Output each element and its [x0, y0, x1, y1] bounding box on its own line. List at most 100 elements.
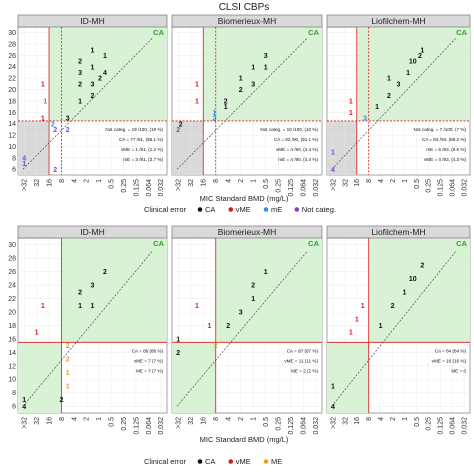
y-tick-label: 8: [12, 155, 16, 162]
data-point: 1: [195, 99, 199, 106]
ca-zone-susceptible: [61, 238, 168, 343]
y-tick-label: 6: [12, 404, 16, 411]
x-tick-label: 0.064: [450, 179, 457, 197]
legend-label: vME: [236, 457, 251, 466]
y-tick-label: 28: [8, 41, 16, 48]
x-tick-label: 1: [251, 179, 258, 183]
x-tick-label: >32: [176, 179, 183, 191]
x-tick-label: 0.125: [133, 417, 140, 435]
x-tick-label: 0.125: [288, 179, 295, 197]
data-point: 1: [41, 116, 45, 123]
x-tick-label: >32: [330, 179, 337, 191]
data-point: 1: [22, 397, 26, 404]
x-tick-label: 0.25: [426, 417, 433, 431]
y-tick-label: 16: [8, 336, 16, 343]
x-tick-label: 32: [188, 179, 195, 187]
y-tick-label: 12: [8, 363, 16, 370]
legend-swatch: [263, 207, 269, 212]
x-tick-label: 0.5: [263, 417, 270, 427]
ca-zone-susceptible: [356, 27, 470, 121]
stat-line: mE = 4 /90, (4.4 %): [278, 157, 318, 162]
legend-swatch: [197, 207, 203, 212]
data-point: 1: [66, 384, 70, 391]
stat-line: mE = 3 /81, (3.7 %): [123, 157, 163, 162]
x-tick-label: 32: [34, 179, 41, 187]
trend-line: [176, 251, 308, 407]
stat-line: ME = 2 (2 %): [291, 368, 318, 373]
y-tick-label: 30: [8, 30, 16, 37]
x-tick-label: 16: [201, 417, 208, 425]
data-point: 2: [78, 59, 82, 66]
data-point: 1: [91, 47, 95, 54]
y-tick-label: 18: [8, 98, 16, 105]
y-tick-label: 28: [8, 256, 16, 263]
data-point: 3: [78, 70, 82, 77]
data-point: 1: [355, 316, 359, 323]
data-point: 1: [361, 303, 365, 310]
x-tick-label: 8: [59, 179, 66, 183]
x-tick-label: 0.064: [146, 417, 153, 435]
legend-label: mE: [271, 205, 282, 214]
x-tick-label: 4: [71, 179, 78, 183]
data-point: 1: [43, 99, 47, 106]
ca-zone-susceptible: [368, 238, 470, 343]
data-point: 2: [179, 121, 183, 128]
panel-strip: [17, 225, 168, 239]
data-point: 2: [103, 269, 107, 276]
data-point: 1: [349, 330, 353, 337]
data-point: 2: [391, 303, 395, 310]
panel-title: Biomerieux-MH: [218, 16, 277, 26]
data-point: 3: [397, 81, 401, 88]
data-point: 2: [66, 343, 70, 350]
x-tick-label: >32: [330, 417, 337, 429]
data-point: 2: [239, 87, 243, 94]
x-tick-label: 2: [238, 417, 245, 421]
data-point: 3: [66, 116, 70, 123]
y-tick-label: 30: [8, 242, 16, 249]
data-point: 2: [51, 121, 55, 128]
data-point: 1: [331, 150, 335, 157]
x-tick-label: 32: [342, 179, 349, 187]
x-tick-label: 32: [188, 417, 195, 425]
chart-title: CLSI CBPs: [219, 2, 270, 13]
data-point: 1: [78, 99, 82, 106]
x-tick-label: 0.25: [276, 179, 283, 193]
x-tick-label: 8: [366, 179, 373, 183]
x-tick-label: 0.032: [158, 417, 165, 435]
legend-label: Not categ.: [302, 205, 336, 214]
x-tick-label: 2: [390, 179, 397, 183]
y-tick-label: 22: [8, 296, 16, 303]
y-tick-label: 14: [8, 350, 16, 357]
legend-label: CA: [205, 457, 215, 466]
data-point: 1: [224, 104, 228, 111]
legend-label: CA: [205, 205, 215, 214]
ca-zone-susceptible: [215, 238, 322, 343]
stat-line: Not categ. = 10 /100, (10 %): [260, 127, 318, 132]
data-point: 1: [331, 384, 335, 391]
data-point: 2: [251, 283, 255, 290]
x-tick-label: 8: [59, 417, 66, 421]
data-point: 2: [91, 93, 95, 100]
data-point: 2: [176, 350, 180, 357]
data-point: 1: [349, 99, 353, 106]
chart-block-1: CLSI CBPsID-MHCA141122212312322311241Not…: [8, 2, 471, 214]
stat-line: CA = 87 (87 %): [287, 348, 319, 353]
x-tick-label: 0.5: [109, 417, 116, 427]
stat-line: vME = 11 (11 %): [284, 358, 318, 363]
x-tick-label: 0.5: [263, 179, 270, 189]
x-tick-label: 2: [390, 417, 397, 421]
data-point: 1: [406, 70, 410, 77]
x-axis-label: MIC Standard BMD (mg/L): [200, 194, 289, 203]
data-point: 1: [41, 81, 45, 88]
data-point: 4: [331, 167, 335, 174]
panel-strip: [171, 14, 323, 28]
data-point: 1: [195, 303, 199, 310]
data-point: 3: [363, 116, 367, 123]
ca-corner-label: CA: [153, 28, 164, 37]
x-tick-label: 0.5: [109, 179, 116, 189]
x-tick-label: 0.25: [426, 179, 433, 193]
data-point: 4: [331, 404, 335, 411]
panel-strip: [17, 14, 168, 28]
